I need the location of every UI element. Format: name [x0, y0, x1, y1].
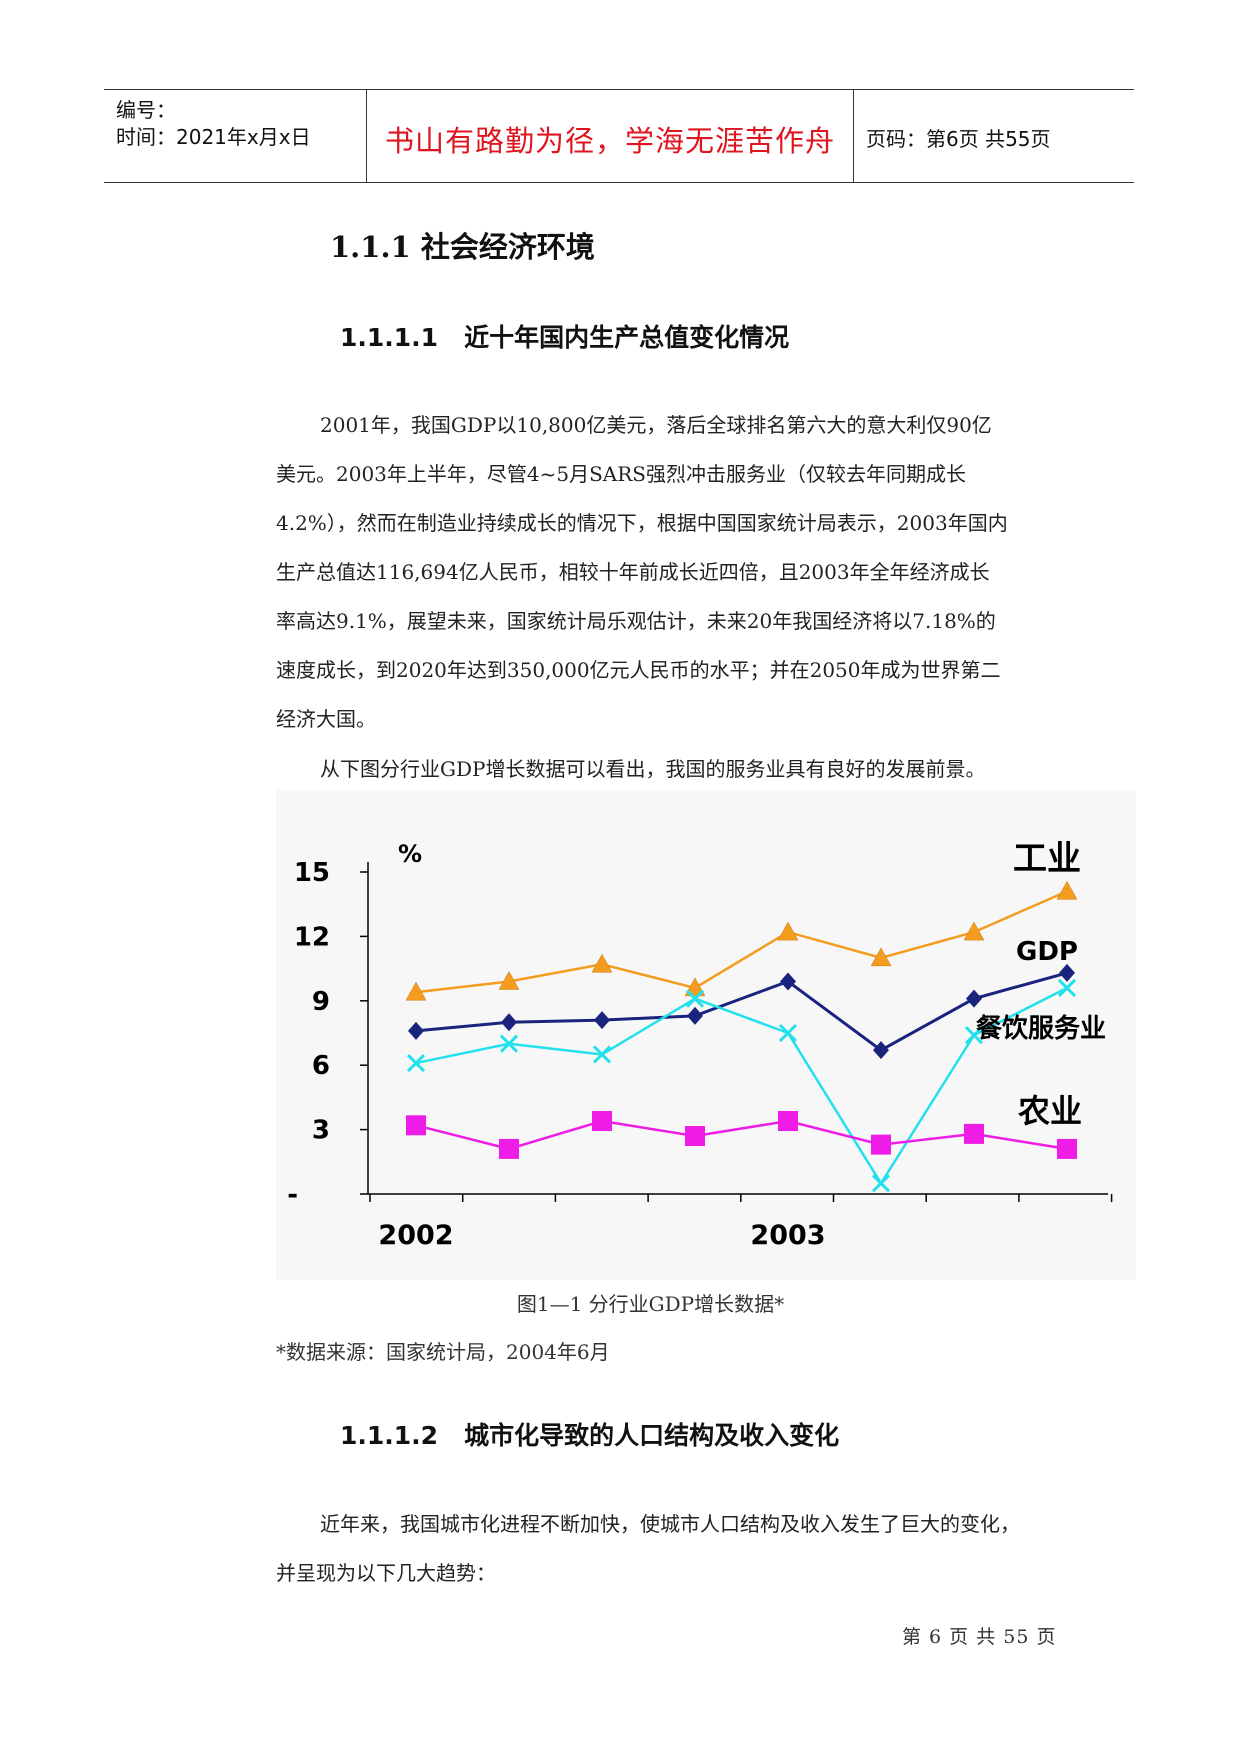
subsection-title: 近十年国内生产总值变化情况	[464, 323, 790, 352]
y-tick-label: 3	[312, 1116, 330, 1146]
data-point-x	[499, 1034, 519, 1053]
data-point-x	[871, 1174, 891, 1193]
data-point-square	[964, 1123, 984, 1144]
subsection-heading-1: 1.1.1.1 近十年国内生产总值变化情况	[340, 318, 789, 354]
figure-caption: 图1—1 分行业GDP增长数据*	[516, 1292, 785, 1316]
data-point-triangle	[405, 981, 427, 1001]
data-point-square	[592, 1111, 612, 1132]
page-header: 编号： 时间：2021年x月x日 书山有路勤为径，学海无涯苦作舟 页码：第6页 …	[104, 89, 1134, 183]
header-info-cell: 编号： 时间：2021年x月x日	[104, 90, 367, 182]
series-label: 餐饮服务业	[976, 1014, 1106, 1044]
paragraph-intro-chart: 从下图分行业GDP增长数据可以看出，我国的服务业具有良好的发展前景。	[276, 745, 1052, 794]
source-note: *数据来源：国家统计局，2004年6月	[276, 1340, 610, 1364]
y-tick-label: -	[287, 1180, 298, 1210]
data-point-x	[964, 1026, 984, 1045]
y-tick-label: 6	[312, 1051, 330, 1081]
data-point-triangle	[684, 977, 706, 997]
data-point-triangle	[1056, 880, 1078, 900]
header-page-cell: 页码：第6页 共55页	[854, 90, 1134, 182]
y-tick-label: 9	[312, 987, 330, 1017]
subsection-number: 1.1.1.1	[340, 323, 439, 352]
paragraph-line: 经济大国。	[276, 707, 376, 731]
series-line-triangle	[415, 890, 1068, 994]
paragraph-line: 近年来，我国城市化进程不断加快，使城市人口结构及收入发生了巨大的变化，	[320, 1512, 1020, 1536]
data-point-diamond	[687, 1006, 703, 1025]
gdp-growth-chart: 15 12 9 6 3 -% 2002 2003 工业 GDP 餐饮服务业农业	[276, 790, 1136, 1280]
paragraph-line: 率高达9.1%，展望未来，国家统计局乐观估计，未来20年我国经济将以7.18%的	[276, 609, 996, 633]
section-heading: 1.1.1 社会经济环境	[330, 230, 595, 264]
data-point-diamond	[408, 1021, 424, 1040]
x-tick-label: 2002	[378, 1220, 453, 1251]
y-tick-label: 15	[294, 858, 330, 888]
y-axis-unit-label: %	[398, 840, 422, 868]
data-point-square	[1057, 1138, 1077, 1159]
data-point-diamond	[873, 1041, 889, 1060]
data-point-square	[685, 1126, 705, 1147]
subsection-number: 1.1.1.2	[340, 1421, 439, 1450]
data-point-diamond	[966, 989, 982, 1008]
paragraph-urbanization: 近年来，我国城市化进程不断加快，使城市人口结构及收入发生了巨大的变化， 并呈现为…	[276, 1500, 1052, 1598]
subsection-heading-2: 1.1.1.2 城市化导致的人口结构及收入变化	[340, 1416, 839, 1452]
data-point-x	[685, 989, 705, 1008]
data-point-triangle	[963, 921, 985, 941]
subsection-title: 城市化导致的人口结构及收入变化	[464, 1421, 840, 1450]
data-point-diamond	[501, 1013, 517, 1032]
data-point-triangle	[591, 953, 613, 973]
data-point-triangle	[498, 970, 520, 990]
data-point-triangle	[870, 947, 892, 967]
header-motto-cell: 书山有路勤为径，学海无涯苦作舟	[367, 90, 854, 182]
paragraph-line: 美元。2003年上半年，尽管4~5月SARS强烈冲击服务业（仅较去年同期成长	[276, 462, 967, 486]
y-tick-label: 12	[294, 922, 330, 952]
series-label: 工业	[1013, 839, 1081, 879]
data-point-x	[406, 1053, 426, 1073]
x-tick-label: 2003	[750, 1220, 825, 1251]
series-line-diamond	[415, 971, 1068, 1052]
page-footer: 第 6 页 共 55 页	[902, 1626, 1057, 1648]
data-point-diamond	[780, 972, 796, 991]
header-page-number: 页码：第6页 共55页	[866, 127, 1051, 151]
header-motto: 书山有路勤为径，学海无涯苦作舟	[384, 124, 835, 158]
series-label: 农业	[1018, 1092, 1082, 1130]
data-point-x	[1057, 978, 1077, 997]
header-number: 编号：	[116, 98, 176, 122]
paragraph-line: 生产总值达116,694亿人民币，相较十年前成长近四倍，且2003年全年经济成长	[276, 560, 990, 584]
paragraph-line: 速度成长，到2020年达到350,000亿元人民币的水平；并在2050年成为世界…	[276, 658, 1001, 682]
paragraph-line: 从下图分行业GDP增长数据可以看出，我国的服务业具有良好的发展前景。	[320, 757, 986, 781]
data-point-square	[406, 1115, 426, 1136]
paragraph-line: 4.2%），然而在制造业持续成长的情况下，根据中国国家统计局表示，2003年国内	[276, 511, 1008, 535]
series-line-square	[415, 1119, 1068, 1151]
data-point-diamond	[1059, 963, 1075, 982]
data-point-square	[499, 1138, 519, 1159]
paragraph-gdp: 2001年，我国GDP以10,800亿美元，落后全球排名第六大的意大利仅90亿 …	[276, 401, 1052, 744]
series-label: GDP	[1016, 937, 1078, 967]
data-point-triangle	[777, 921, 799, 941]
paragraph-line: 并呈现为以下几大趋势：	[276, 1561, 496, 1585]
paragraph-line: 2001年，我国GDP以10,800亿美元，落后全球排名第六大的意大利仅90亿	[320, 413, 992, 437]
header-time: 时间：2021年x月x日	[116, 125, 311, 149]
data-point-square	[778, 1111, 798, 1132]
data-point-diamond	[594, 1011, 610, 1030]
data-point-x	[592, 1045, 612, 1064]
data-point-x	[778, 1023, 798, 1043]
data-point-square	[871, 1134, 891, 1155]
series-line-x	[415, 986, 1068, 1186]
